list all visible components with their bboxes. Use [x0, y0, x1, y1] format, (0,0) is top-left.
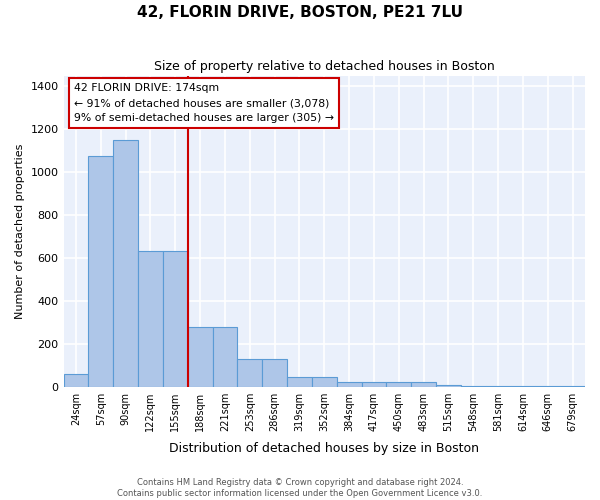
Bar	[362, 382, 386, 386]
Bar	[212, 326, 238, 386]
Text: 42 FLORIN DRIVE: 174sqm
← 91% of detached houses are smaller (3,078)
9% of semi-: 42 FLORIN DRIVE: 174sqm ← 91% of detache…	[74, 84, 334, 123]
Bar	[138, 252, 163, 386]
Bar	[411, 382, 436, 386]
Bar	[312, 377, 337, 386]
Title: Size of property relative to detached houses in Boston: Size of property relative to detached ho…	[154, 60, 494, 73]
Bar	[188, 326, 212, 386]
Bar	[436, 384, 461, 386]
Bar	[88, 156, 113, 386]
Y-axis label: Number of detached properties: Number of detached properties	[15, 144, 25, 319]
Bar	[386, 382, 411, 386]
Text: 42, FLORIN DRIVE, BOSTON, PE21 7LU: 42, FLORIN DRIVE, BOSTON, PE21 7LU	[137, 5, 463, 20]
Bar	[262, 359, 287, 386]
Bar	[287, 377, 312, 386]
Bar	[163, 252, 188, 386]
Bar	[64, 374, 88, 386]
X-axis label: Distribution of detached houses by size in Boston: Distribution of detached houses by size …	[169, 442, 479, 455]
Bar	[337, 382, 362, 386]
Bar	[238, 359, 262, 386]
Bar	[113, 140, 138, 386]
Text: Contains HM Land Registry data © Crown copyright and database right 2024.
Contai: Contains HM Land Registry data © Crown c…	[118, 478, 482, 498]
